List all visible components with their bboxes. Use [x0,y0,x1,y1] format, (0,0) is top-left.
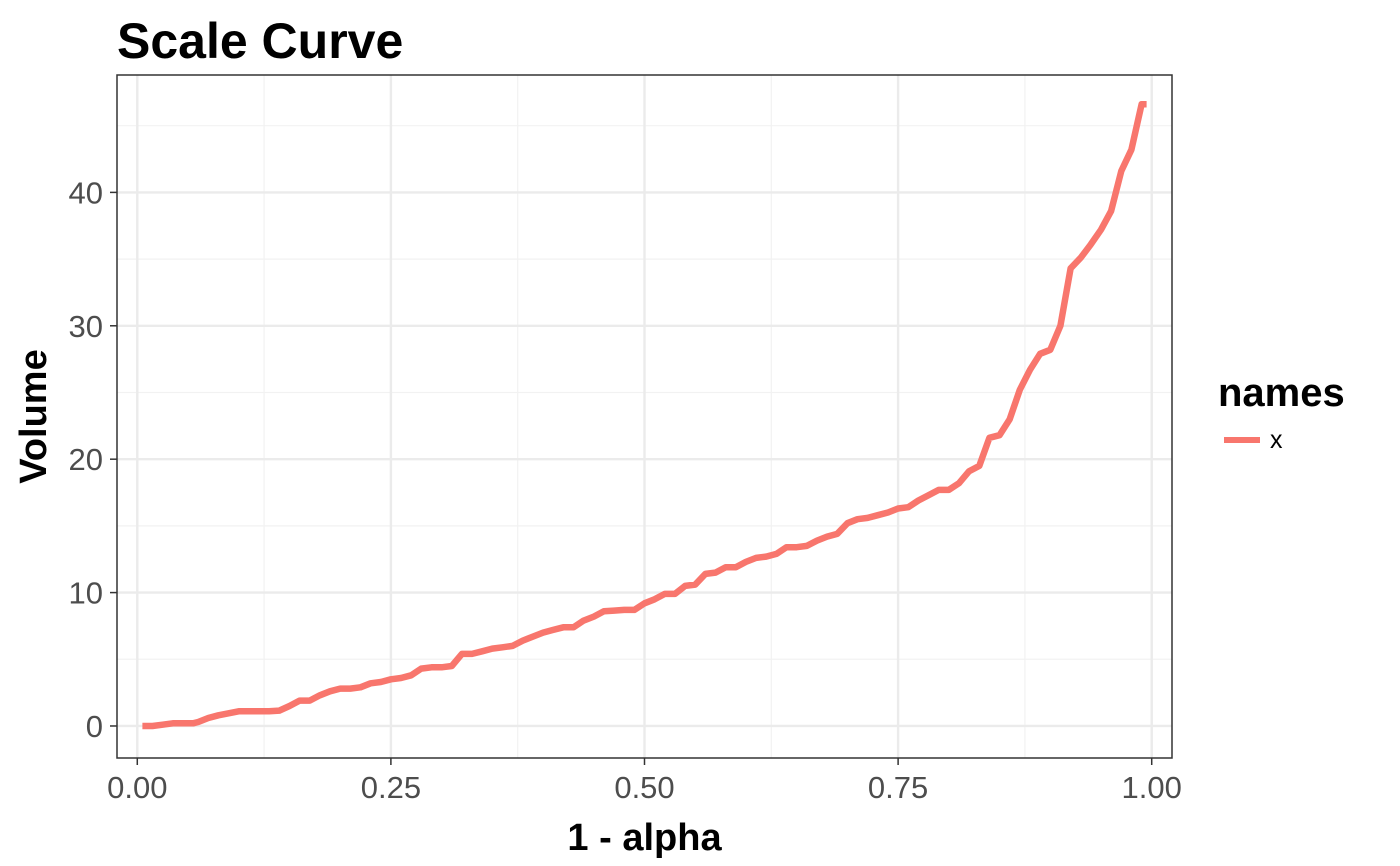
x-tick-label: 0.50 [614,770,674,805]
x-axis-title: 1 - alpha [567,817,722,859]
y-axis-title: Volume [13,349,55,483]
legend-label-x: x [1270,426,1283,454]
major-gridlines [117,75,1172,758]
y-tick-label: 30 [69,309,103,344]
y-tick-label: 20 [69,442,103,477]
legend: names x [1218,371,1345,454]
axis-layer: 0.00 0.25 0.50 0.75 1.00 0 10 20 30 40 [69,175,1182,805]
chart-title: Scale Curve [117,13,403,69]
x-tick-label: 0.25 [361,770,421,805]
legend-title: names [1218,371,1345,415]
y-tick-label: 10 [69,576,103,611]
y-tick-label: 0 [86,709,103,744]
x-tick-label: 0.00 [107,770,167,805]
x-tick-label: 0.75 [868,770,928,805]
x-tick-label: 1.00 [1122,770,1182,805]
y-tick-label: 40 [69,175,103,210]
series-line-x [142,101,1147,730]
series-layer [142,101,1147,730]
